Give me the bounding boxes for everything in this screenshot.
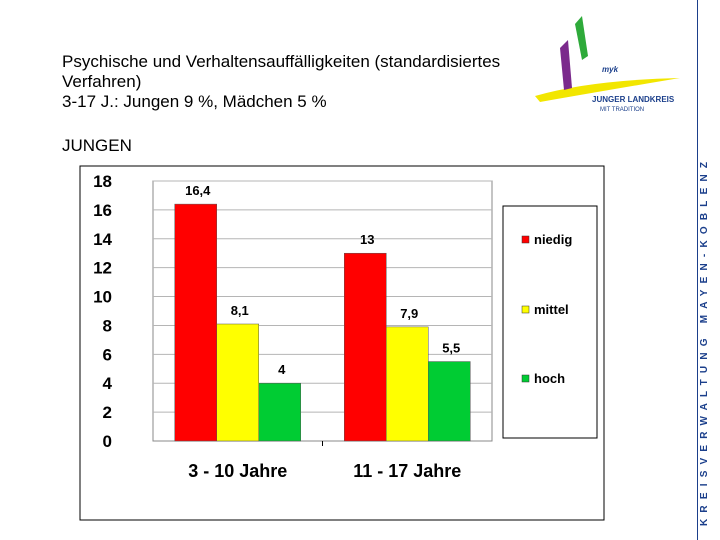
legend-swatch-hoch [521,374,530,383]
bar-value-label: 4 [278,362,286,377]
y-tick-label: 2 [103,403,112,422]
bar-mittel [386,326,429,442]
title-line-3: 3-17 J.: Jungen 9 %, Mädchen 5 % [62,92,327,111]
bar-niedig [174,203,217,442]
y-tick-label: 16 [93,201,112,220]
legend: niedig mittel hoch [521,232,572,386]
legend-label-niedig: niedig [534,232,572,247]
y-tick-label: 18 [93,172,112,191]
bar-hoch [258,382,301,442]
y-tick-label: 8 [103,316,112,335]
legend-label-mittel: mittel [534,302,569,317]
x-category-label: 3 - 10 Jahre [188,461,287,481]
bar-value-label: 8,1 [231,303,249,318]
bars: 16,4 8,1 4 13 7,9 5,5 [174,183,471,446]
bar-value-label: 7,9 [400,306,418,321]
slide-title: Psychische und Verhaltensauffälligkeiten… [62,52,662,112]
y-tick-label: 14 [93,230,112,249]
logo-swoosh-yellow [535,78,680,102]
legend-box [502,205,598,439]
x-axis-categories: 3 - 10 Jahre 11 - 17 Jahre [188,461,461,481]
legend-swatch-niedig [521,235,530,244]
y-tick-label: 4 [103,374,113,393]
y-axis-ticks: 0 2 4 6 8 10 12 14 16 18 [93,172,112,451]
y-tick-label: 10 [93,288,112,307]
side-band [697,0,720,540]
legend-label-hoch: hoch [534,371,565,386]
bar-hoch [428,361,471,442]
logo-mark: myk [602,65,619,74]
bar-value-label: 13 [360,232,374,247]
y-tick-label: 0 [103,432,112,451]
title-line-2: Verfahren) [62,72,142,91]
y-tick-label: 6 [103,345,112,364]
logo-line-1: JUNGER LANDKREIS [592,95,675,104]
x-category-label: 11 - 17 Jahre [353,461,461,481]
y-tick-label: 12 [93,259,112,278]
title-line-1: Psychische und Verhaltensauffälligkeiten… [62,52,501,71]
bar-value-label: 16,4 [185,183,211,198]
legend-swatch-mittel [521,305,530,314]
bar-niedig [344,252,387,442]
logo-swoosh-purple [560,40,572,90]
bar-mittel [216,323,259,442]
bar-value-label: 5,5 [442,341,460,356]
logo-line-2: MIT TRADITION [600,107,644,113]
myk-logo: myk JUNGER LANDKREIS MIT TRADITION [535,16,680,113]
logo-swoosh-green [575,16,588,60]
chart-subheading: JUNGEN [62,136,132,155]
